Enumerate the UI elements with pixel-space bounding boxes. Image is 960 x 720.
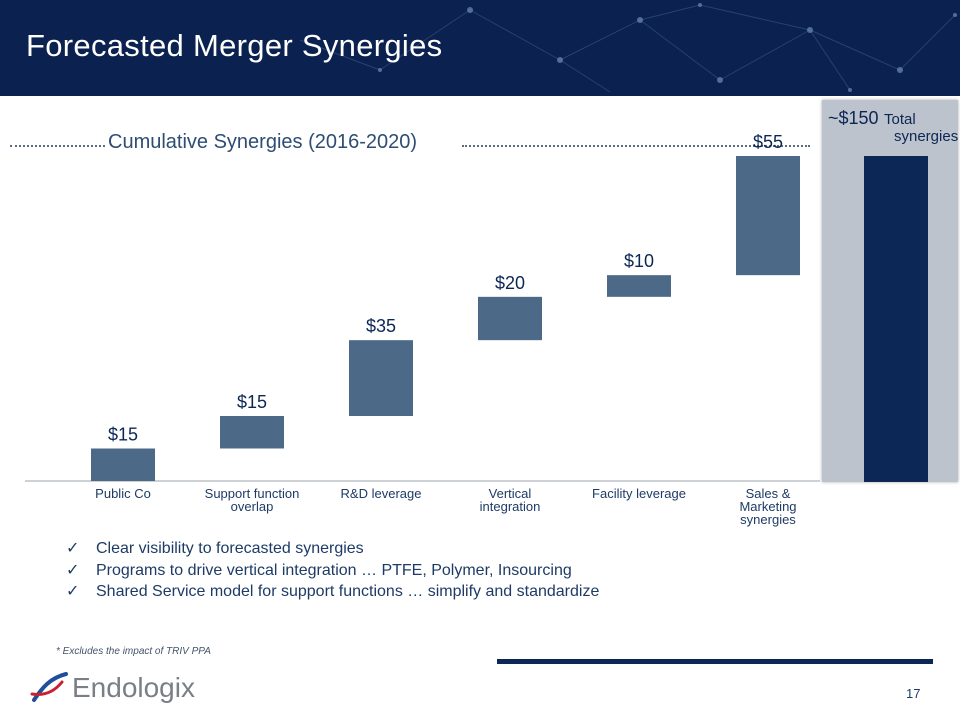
bullet-item: ✓ Clear visibility to forecasted synergie… xyxy=(66,538,599,560)
waterfall-bar xyxy=(220,416,284,449)
total-value-label: ~$150 xyxy=(828,108,879,128)
check-icon: ✓ xyxy=(66,540,80,557)
logo-text: Endologix xyxy=(72,672,195,703)
category-label: Support function xyxy=(205,486,300,501)
category-label: Vertical xyxy=(489,486,532,501)
subtitle-dotted-rule-left xyxy=(10,145,105,147)
page-number: 17 xyxy=(906,686,921,701)
bar-value-label: $35 xyxy=(366,316,396,336)
bullet-item: ✓ Shared Service model for support functi… xyxy=(66,581,599,603)
total-synergies-panel: ~$150 Total synergies xyxy=(822,100,958,482)
total-label-line: synergies xyxy=(894,128,959,145)
page-title: Forecasted Merger Synergies xyxy=(26,28,443,63)
bullet-text: Programs to drive vertical integration …… xyxy=(96,561,572,579)
bar-value-label: $15 xyxy=(108,425,138,445)
waterfall-bar xyxy=(736,156,800,276)
category-label: integration xyxy=(480,499,541,514)
bullet-text: Shared Service model for support functio… xyxy=(96,583,600,600)
bottom-accent-line xyxy=(497,659,933,664)
category-label: Marketing xyxy=(739,499,796,514)
category-label: R&D leverage xyxy=(341,486,422,501)
footnote: * Excludes the impact of TRIV PPA xyxy=(56,646,211,657)
chart-title: Cumulative Synergies (2016-2020) xyxy=(108,131,418,153)
total-label: Total synergies xyxy=(884,111,958,145)
endologix-swirl-icon xyxy=(30,672,68,702)
waterfall-bar xyxy=(478,296,542,341)
category-label: Facility leverage xyxy=(592,486,686,501)
bar-value-label: $20 xyxy=(495,273,525,293)
check-icon: ✓ xyxy=(66,561,80,579)
waterfall-bar xyxy=(607,275,671,297)
subtitle-dotted-rule-right xyxy=(462,145,810,147)
total-bar xyxy=(864,156,928,482)
category-label: overlap xyxy=(231,499,274,514)
bullet-list: ✓ Clear visibility to forecasted synergie… xyxy=(66,538,599,603)
category-label: Sales & xyxy=(746,486,791,501)
network-background-graphic xyxy=(299,3,957,93)
header-banner: Forecasted Merger Synergies xyxy=(0,0,960,96)
check-icon: ✓ xyxy=(66,583,80,600)
bar-value-label: $55 xyxy=(753,132,783,152)
waterfall-bar xyxy=(91,448,155,481)
company-logo: Endologix xyxy=(28,668,208,708)
bullet-text: Clear visibility to forecasted synergies xyxy=(96,540,364,557)
bar-value-label: $10 xyxy=(624,251,654,271)
bullet-item: ✓ Programs to drive vertical integration … xyxy=(66,560,599,582)
waterfall-bar xyxy=(349,340,413,416)
category-label: Public Co xyxy=(95,486,151,501)
total-label-line: Total xyxy=(884,111,916,128)
category-label: synergies xyxy=(740,512,796,527)
bar-value-label: $15 xyxy=(237,392,267,412)
